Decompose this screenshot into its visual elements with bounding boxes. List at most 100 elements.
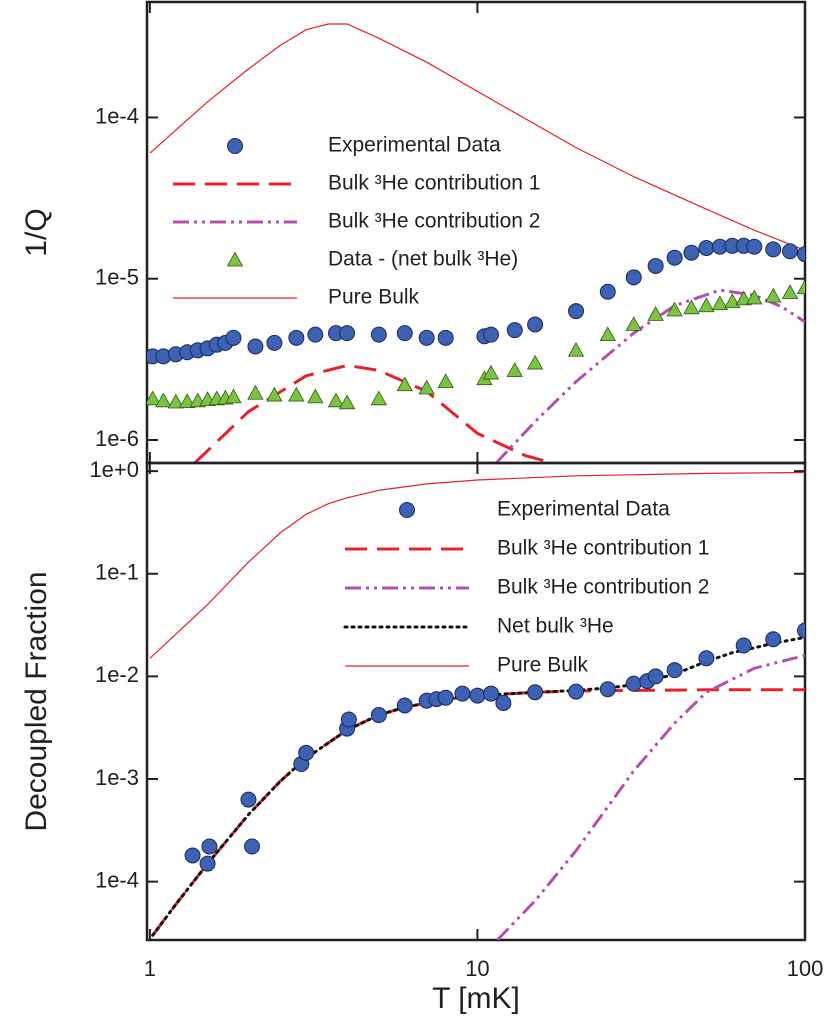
legend-label: Experimental Data	[497, 498, 670, 521]
legend-label: Pure Bulk	[328, 286, 420, 309]
triangle-marker	[307, 388, 324, 404]
triangle-marker	[288, 386, 305, 402]
legend-marker	[226, 251, 244, 267]
circle-marker	[469, 687, 486, 704]
circle-marker	[396, 697, 413, 714]
y-tick-label: 1e-4	[95, 103, 139, 128]
y-axis-label: Decoupled Fraction	[20, 571, 53, 831]
legend-label: Experimental Data	[328, 134, 501, 157]
circle-marker	[568, 303, 585, 320]
legend-label: Bulk ³He contribution 2	[497, 576, 709, 599]
circle-marker	[370, 326, 387, 343]
circle-marker	[288, 329, 305, 346]
circle-marker	[184, 847, 201, 864]
circle-marker	[599, 283, 616, 300]
circle-marker	[482, 326, 499, 343]
triangle-marker	[781, 284, 799, 300]
triangle-marker	[167, 393, 184, 409]
legend-label: Pure Bulk	[497, 654, 589, 677]
circle-marker	[199, 855, 216, 872]
circle-marker	[625, 675, 642, 692]
circle-marker	[735, 637, 752, 654]
legend-label: Net bulk ³He	[497, 615, 614, 638]
plot-frame	[145, 461, 807, 942]
circle-marker	[266, 334, 283, 351]
circle-marker	[339, 325, 356, 342]
legend-marker	[227, 138, 243, 154]
triangle-marker	[647, 306, 664, 321]
y-tick-label: 1e+0	[89, 457, 139, 482]
circle-marker	[370, 707, 387, 724]
series-line	[495, 288, 805, 463]
circle-marker	[698, 240, 715, 257]
series-line	[149, 23, 805, 251]
circle-marker	[396, 325, 413, 342]
triangle-marker	[247, 384, 264, 400]
legend-label: Bulk ³He contribution 1	[328, 172, 540, 195]
circle-marker	[647, 257, 664, 274]
y-tick-label: 1e-6	[95, 426, 139, 451]
circle-marker	[437, 329, 454, 346]
y-tick-label: 1e-5	[95, 265, 139, 290]
triangle-marker	[506, 362, 523, 377]
triangle-marker	[746, 289, 763, 305]
triangle-marker	[683, 299, 700, 315]
y-tick-label: 1e-1	[95, 560, 139, 585]
circle-marker	[765, 631, 782, 648]
series-line	[151, 635, 805, 937]
triangle-marker	[567, 341, 585, 357]
circle-marker	[698, 650, 715, 667]
panel: 1e-4 1e-3 1e-2 1e-1 1e+0 1 10 100 Decoupled Frac…	[20, 457, 823, 1015]
x-tick-label: 1	[144, 956, 156, 981]
circle-marker	[454, 685, 471, 702]
circle-marker	[683, 244, 700, 261]
circle-marker	[599, 681, 616, 698]
circle-marker	[797, 246, 805, 263]
circle-marker	[782, 243, 799, 260]
y-tick-label: 1e-3	[95, 765, 139, 790]
circle-marker	[240, 791, 257, 808]
triangle-marker	[370, 390, 388, 406]
triangle-marker	[437, 373, 454, 389]
triangle-marker	[147, 390, 161, 406]
triangle-marker	[418, 379, 435, 395]
circle-marker	[568, 683, 585, 700]
triangle-marker	[735, 290, 752, 306]
triangle-marker	[179, 393, 196, 409]
series-line	[193, 363, 554, 463]
circle-marker	[797, 622, 805, 639]
circle-marker	[482, 685, 499, 702]
legend-label: Bulk ³He contribution 2	[328, 210, 540, 233]
circle-marker	[307, 326, 324, 343]
circle-marker	[527, 316, 544, 333]
triangle-marker	[338, 394, 356, 410]
triangle-marker	[396, 376, 413, 392]
triangle-marker	[666, 301, 683, 317]
circle-marker	[243, 838, 260, 855]
plot-content	[149, 471, 805, 940]
circle-marker	[495, 695, 512, 712]
y-tick-label: 1e-4	[95, 867, 139, 892]
circle-marker	[340, 711, 357, 728]
plot-content	[147, 23, 805, 463]
x-tick-label: 100	[787, 956, 824, 981]
triangle-marker	[599, 326, 616, 342]
triangle-marker	[724, 293, 741, 309]
triangle-marker	[796, 279, 805, 295]
triangle-marker	[698, 297, 715, 313]
circle-marker	[765, 241, 782, 258]
panel: 1e-6 1e-5 1e-4 1/Q Experimental Data Bulk ³He…	[20, 0, 807, 465]
y-tick-label: 1e-2	[95, 662, 139, 687]
series-line	[496, 653, 805, 940]
triangle-marker	[155, 392, 172, 408]
series-line	[149, 471, 805, 659]
triangle-marker	[526, 354, 544, 370]
circle-marker	[666, 662, 683, 679]
triangle-marker	[625, 316, 642, 331]
circle-marker	[666, 249, 683, 266]
circle-marker	[506, 322, 523, 339]
circle-marker	[746, 238, 763, 255]
circle-marker	[437, 689, 454, 706]
triangle-marker	[266, 386, 283, 402]
